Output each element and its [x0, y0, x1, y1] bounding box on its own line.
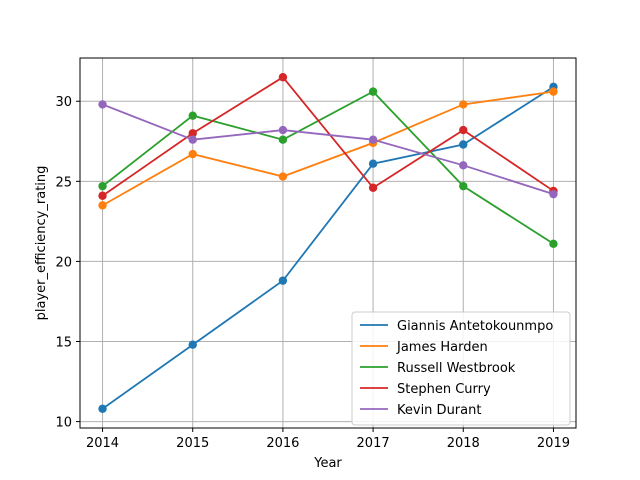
y-axis-label: player_efficiency_rating [34, 166, 49, 321]
legend-box [351, 311, 571, 426]
data-point-stephen-curry [188, 129, 197, 138]
series-line-stephen-curry [102, 76, 554, 197]
y-tick-label: 10 [55, 416, 72, 431]
data-point-kevin-durant [549, 189, 558, 199]
data-point-james-harden [188, 149, 197, 159]
data-point-giannis-antetokounmpo [98, 404, 107, 413]
series-lines [101, 76, 554, 410]
x-tick-label: 2014 [86, 436, 119, 451]
data-point-russell-westbrook [368, 87, 378, 96]
data-point-stephen-curry [368, 183, 378, 192]
legend-entry: Kevin Durant [397, 403, 481, 418]
data-point-russell-westbrook [278, 135, 288, 144]
data-point-stephen-curry [98, 191, 107, 200]
legend: Giannis Antetokounmpo James Harden Russell… [351, 311, 571, 426]
data-point-james-harden [549, 87, 558, 96]
x-tick-label: 2019 [537, 436, 570, 451]
series-points [98, 73, 558, 413]
data-point-russell-westbrook [549, 239, 558, 249]
series-line-james-harden [102, 90, 554, 207]
y-axis-ticks: 10 15 20 25 30 [55, 95, 80, 431]
data-point-kevin-durant [368, 135, 378, 144]
x-axis-ticks: 2014 2015 2016 2017 2018 2019 [86, 428, 570, 451]
y-tick-label: 15 [55, 336, 72, 351]
x-tick-label: 2017 [357, 436, 390, 451]
series-line-kevin-durant [102, 103, 554, 196]
y-tick-label: 20 [55, 255, 72, 270]
data-point-james-harden [278, 172, 288, 181]
data-point-giannis-antetokounmpo [368, 159, 378, 168]
data-point-russell-westbrook [188, 111, 197, 120]
data-point-kevin-durant [98, 100, 107, 109]
legend-entry: Russell Westbrook [397, 361, 516, 376]
data-point-giannis-antetokounmpo [188, 340, 197, 349]
legend-entry: Giannis Antetokounmpo [397, 319, 553, 334]
data-point-russell-westbrook [459, 181, 468, 191]
data-point-james-harden [459, 100, 468, 109]
y-tick-label: 30 [55, 95, 72, 110]
series-line-russell-westbrook [101, 90, 554, 245]
x-tick-label: 2015 [176, 436, 209, 451]
data-point-stephen-curry [278, 73, 288, 82]
data-point-stephen-curry [459, 125, 468, 135]
data-point-russell-westbrook [98, 181, 107, 191]
data-point-kevin-durant [188, 135, 197, 144]
y-tick-label: 25 [55, 175, 72, 190]
plot-area-frame [79, 57, 577, 429]
data-point-kevin-durant [278, 125, 288, 135]
data-point-giannis-antetokounmpo [459, 140, 468, 149]
x-tick-label: 2018 [447, 436, 480, 451]
data-point-james-harden [98, 201, 107, 210]
legend-entry: James Harden [396, 340, 488, 355]
data-point-kevin-durant [459, 161, 468, 170]
legend-entry: Stephen Curry [397, 382, 491, 397]
data-point-giannis-antetokounmpo [278, 276, 288, 285]
x-axis-label: Year [313, 456, 342, 471]
series-line-giannis-antetokounmpo [102, 86, 554, 410]
x-tick-label: 2016 [266, 436, 299, 451]
